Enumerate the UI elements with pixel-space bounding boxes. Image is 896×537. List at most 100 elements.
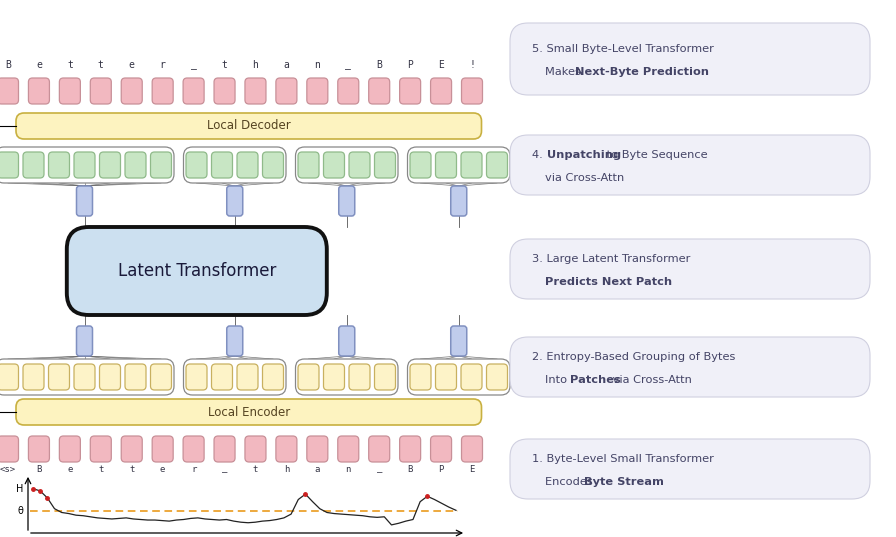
FancyBboxPatch shape bbox=[59, 78, 81, 104]
FancyBboxPatch shape bbox=[125, 364, 146, 390]
FancyBboxPatch shape bbox=[0, 364, 19, 390]
FancyBboxPatch shape bbox=[245, 436, 266, 462]
Text: Patches: Patches bbox=[570, 375, 620, 385]
Text: P: P bbox=[407, 60, 413, 70]
FancyBboxPatch shape bbox=[16, 113, 481, 139]
Text: Local Encoder: Local Encoder bbox=[208, 405, 290, 418]
Text: e: e bbox=[67, 465, 73, 474]
FancyBboxPatch shape bbox=[408, 147, 510, 183]
FancyBboxPatch shape bbox=[183, 436, 204, 462]
FancyBboxPatch shape bbox=[296, 147, 398, 183]
FancyBboxPatch shape bbox=[375, 152, 395, 178]
Text: t: t bbox=[67, 60, 73, 70]
FancyBboxPatch shape bbox=[339, 186, 355, 216]
FancyBboxPatch shape bbox=[510, 239, 870, 299]
FancyBboxPatch shape bbox=[121, 78, 142, 104]
FancyBboxPatch shape bbox=[76, 186, 92, 216]
FancyBboxPatch shape bbox=[400, 436, 420, 462]
FancyBboxPatch shape bbox=[99, 364, 120, 390]
FancyBboxPatch shape bbox=[0, 152, 19, 178]
Text: _: _ bbox=[191, 60, 196, 70]
FancyBboxPatch shape bbox=[510, 135, 870, 195]
FancyBboxPatch shape bbox=[296, 359, 398, 395]
Text: t: t bbox=[253, 465, 258, 474]
FancyBboxPatch shape bbox=[400, 78, 420, 104]
FancyBboxPatch shape bbox=[183, 78, 204, 104]
Text: B: B bbox=[5, 60, 11, 70]
Text: r: r bbox=[159, 60, 166, 70]
FancyBboxPatch shape bbox=[90, 78, 111, 104]
FancyBboxPatch shape bbox=[125, 152, 146, 178]
FancyBboxPatch shape bbox=[306, 436, 328, 462]
FancyBboxPatch shape bbox=[29, 78, 49, 104]
FancyBboxPatch shape bbox=[186, 364, 207, 390]
Text: a: a bbox=[283, 60, 289, 70]
FancyBboxPatch shape bbox=[151, 152, 171, 178]
FancyBboxPatch shape bbox=[59, 436, 81, 462]
FancyBboxPatch shape bbox=[211, 364, 232, 390]
Text: e: e bbox=[36, 60, 42, 70]
Text: via Cross-Attn: via Cross-Attn bbox=[609, 375, 692, 385]
Text: B: B bbox=[36, 465, 41, 474]
FancyBboxPatch shape bbox=[298, 152, 319, 178]
FancyBboxPatch shape bbox=[323, 364, 344, 390]
Text: _: _ bbox=[376, 465, 382, 474]
FancyBboxPatch shape bbox=[276, 78, 297, 104]
FancyBboxPatch shape bbox=[461, 78, 483, 104]
Text: H: H bbox=[15, 484, 23, 494]
FancyBboxPatch shape bbox=[48, 364, 70, 390]
FancyBboxPatch shape bbox=[510, 439, 870, 499]
FancyBboxPatch shape bbox=[0, 359, 174, 395]
Text: Predicts Next Patch: Predicts Next Patch bbox=[545, 277, 672, 287]
Text: E: E bbox=[438, 60, 444, 70]
Text: Encodes: Encodes bbox=[545, 477, 597, 487]
FancyBboxPatch shape bbox=[306, 78, 328, 104]
FancyBboxPatch shape bbox=[227, 186, 243, 216]
Text: 1. Byte-Level Small Transformer: 1. Byte-Level Small Transformer bbox=[532, 454, 714, 464]
Text: Makes: Makes bbox=[545, 67, 584, 77]
FancyBboxPatch shape bbox=[338, 436, 358, 462]
Text: r: r bbox=[191, 465, 196, 474]
Text: B: B bbox=[408, 465, 413, 474]
FancyBboxPatch shape bbox=[237, 152, 258, 178]
FancyBboxPatch shape bbox=[349, 364, 370, 390]
FancyBboxPatch shape bbox=[0, 436, 19, 462]
FancyBboxPatch shape bbox=[435, 152, 456, 178]
Text: Into: Into bbox=[545, 375, 571, 385]
FancyBboxPatch shape bbox=[214, 436, 235, 462]
FancyBboxPatch shape bbox=[76, 326, 92, 356]
FancyBboxPatch shape bbox=[151, 364, 171, 390]
FancyBboxPatch shape bbox=[211, 152, 232, 178]
Text: t: t bbox=[99, 465, 103, 474]
FancyBboxPatch shape bbox=[90, 436, 111, 462]
FancyBboxPatch shape bbox=[186, 152, 207, 178]
FancyBboxPatch shape bbox=[263, 152, 283, 178]
FancyBboxPatch shape bbox=[339, 326, 355, 356]
Text: h: h bbox=[253, 60, 258, 70]
Text: Byte Stream: Byte Stream bbox=[584, 477, 664, 487]
Text: n: n bbox=[314, 60, 320, 70]
Text: E: E bbox=[470, 465, 475, 474]
Text: B: B bbox=[376, 60, 382, 70]
FancyBboxPatch shape bbox=[23, 152, 44, 178]
FancyBboxPatch shape bbox=[237, 364, 258, 390]
FancyBboxPatch shape bbox=[375, 364, 395, 390]
Text: n: n bbox=[346, 465, 351, 474]
FancyBboxPatch shape bbox=[184, 147, 286, 183]
FancyBboxPatch shape bbox=[0, 147, 174, 183]
FancyBboxPatch shape bbox=[48, 152, 70, 178]
FancyBboxPatch shape bbox=[451, 326, 467, 356]
FancyBboxPatch shape bbox=[435, 364, 456, 390]
FancyBboxPatch shape bbox=[276, 436, 297, 462]
FancyBboxPatch shape bbox=[227, 326, 243, 356]
Text: _: _ bbox=[222, 465, 228, 474]
FancyBboxPatch shape bbox=[451, 186, 467, 216]
FancyBboxPatch shape bbox=[152, 78, 173, 104]
FancyBboxPatch shape bbox=[510, 23, 870, 95]
FancyBboxPatch shape bbox=[263, 364, 283, 390]
Text: via Cross-Attn: via Cross-Attn bbox=[545, 173, 625, 183]
FancyBboxPatch shape bbox=[431, 436, 452, 462]
FancyBboxPatch shape bbox=[431, 78, 452, 104]
FancyBboxPatch shape bbox=[338, 78, 358, 104]
FancyBboxPatch shape bbox=[410, 364, 431, 390]
